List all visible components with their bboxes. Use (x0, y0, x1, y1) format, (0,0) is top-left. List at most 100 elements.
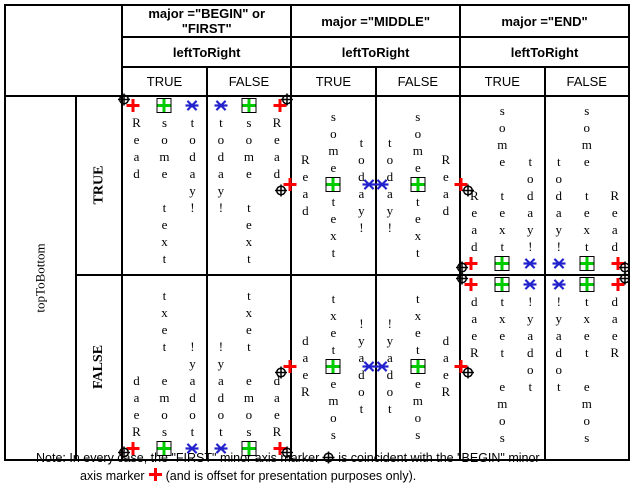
letter: y (555, 310, 563, 326)
middle-marker-green-square-plus-icon (241, 98, 257, 113)
letter: o (217, 406, 225, 422)
letter: o (161, 406, 168, 422)
letter: e (330, 324, 337, 340)
word-column-today: ! y a d o t (211, 338, 231, 454)
letter: y (527, 310, 534, 326)
letter: d (133, 372, 140, 388)
word-column-today: t o d a y! (182, 100, 202, 216)
letter: e (246, 372, 252, 388)
letter: a (274, 149, 280, 164)
letter: o (386, 384, 394, 400)
begin-marker-red-plus-icon (464, 277, 479, 292)
letter: e (499, 154, 506, 169)
letter: m (159, 149, 170, 164)
letter: R (132, 423, 141, 439)
letter: a (611, 310, 618, 326)
letter: e (583, 154, 590, 169)
letter: e (611, 205, 618, 220)
left-to-right-header-2: leftToRight (290, 36, 462, 68)
letter: e (161, 166, 168, 181)
end-marker-blue-asterisk-icon (523, 277, 538, 292)
middle-marker-green-square-plus-icon (579, 276, 595, 292)
letter: R (610, 188, 620, 203)
letter: t (556, 154, 561, 169)
end-marker-blue-asterisk-icon (551, 277, 566, 292)
letter: m (159, 389, 170, 405)
left-to-right-header-1: leftToRight (121, 36, 293, 68)
letter: a (442, 350, 449, 366)
letter: e (583, 378, 590, 394)
letter: s (246, 115, 252, 130)
letter: o (358, 384, 365, 400)
letter: a (386, 185, 393, 201)
letter: t (331, 194, 336, 209)
layout-behavior-table: major ="BEGIN" or "FIRST" major ="MIDDLE… (3, 4, 630, 462)
col-false-2: FALSE (374, 66, 462, 97)
letter: e (161, 321, 168, 337)
letter: o (386, 151, 394, 167)
letter: ! (359, 219, 364, 235)
letter: t (331, 290, 336, 306)
letter: e (471, 205, 478, 220)
letter: a (189, 166, 196, 181)
letter: d (527, 344, 534, 360)
col-true-2: TRUE (290, 66, 377, 97)
letter: t (331, 341, 336, 357)
letter: R (469, 344, 479, 360)
letter: m (243, 149, 254, 164)
letter: o (414, 126, 422, 141)
letter: x (499, 222, 506, 237)
letter: x (414, 307, 422, 323)
letter: e (246, 321, 252, 337)
letter: d (273, 166, 281, 181)
first-marker-circle-plus-icon (322, 451, 335, 467)
end-marker-blue-asterisk-icon (551, 256, 566, 271)
letter: e (330, 375, 337, 391)
letter: o (499, 120, 506, 135)
letter: t (162, 338, 167, 354)
letter: y (358, 202, 365, 218)
letter: R (132, 115, 141, 130)
letter: o (330, 409, 337, 425)
letter: e (302, 168, 309, 184)
left-to-right-header-3: leftToRight (459, 36, 630, 68)
letter: x (583, 222, 591, 237)
letter: d (442, 202, 450, 218)
footnote: Note: In every case, the "FIRST" minor a… (36, 451, 621, 483)
letter: t (247, 338, 251, 354)
letter: d (189, 149, 196, 164)
letter: d (555, 188, 563, 203)
footnote-line-1: Note: In every case, the "FIRST" minor a… (36, 451, 621, 467)
letter: a (218, 166, 224, 181)
letter: ! (218, 338, 224, 354)
letter: m (412, 143, 423, 158)
letter: t (528, 378, 533, 394)
letter: d (133, 166, 140, 181)
letter: t (584, 188, 589, 203)
footnote-text-2a: axis marker (80, 469, 145, 483)
letter: t (416, 290, 420, 306)
letter: o (414, 409, 422, 425)
letter: ! (528, 239, 533, 254)
letter: o (358, 151, 365, 167)
letter: e (246, 217, 252, 232)
letter: o (499, 412, 506, 428)
letter: ! (387, 219, 392, 235)
letter: x (330, 228, 337, 243)
letter: s (246, 423, 252, 439)
